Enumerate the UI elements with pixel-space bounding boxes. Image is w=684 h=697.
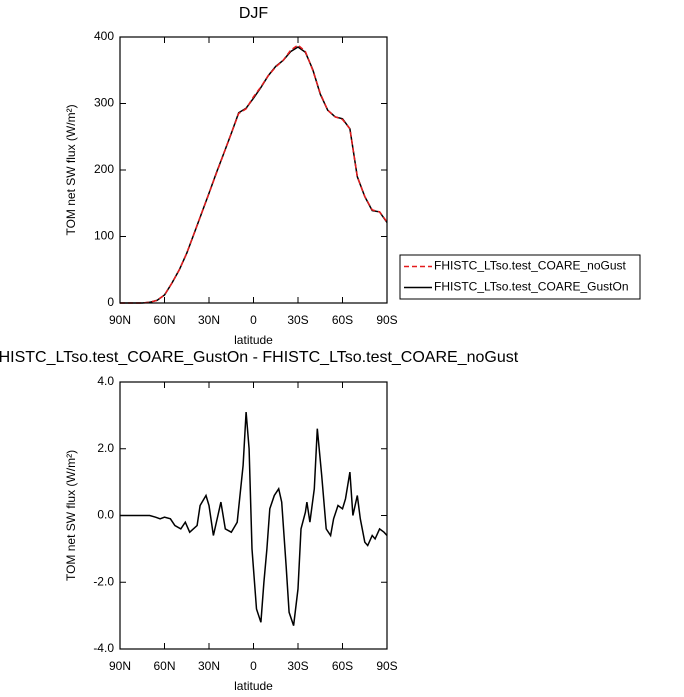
x-tick-label: 30N [198, 313, 220, 327]
x-tick-label: 60S [332, 313, 353, 327]
legend-box [399, 254, 641, 300]
x-tick-label: 90S [376, 659, 397, 673]
chart-title: FHISTC_LTso.test_COARE_GustOn - FHISTC_L… [0, 349, 519, 366]
data-line [120, 44, 388, 304]
panel: DJF latitude TOM net SW flux (W/m²) 90N 60N 3… [64, 5, 641, 347]
y-tick-label: 2.0 [97, 441, 114, 455]
plot-frame [119, 381, 388, 650]
x-axis-label: latitude [234, 679, 273, 693]
y-tick-label: 400 [94, 29, 114, 43]
legend: FHISTC_LTso.test_COARE_noGust FHISTC_LTso… [399, 254, 641, 300]
x-tick-label: 90S [376, 313, 397, 327]
x-tick-label: 30S [287, 313, 308, 327]
x-tick-label: 60N [153, 313, 175, 327]
plot-frame [119, 36, 388, 304]
y-tick-label: 100 [94, 229, 114, 243]
x-tick-label: 30N [198, 659, 220, 673]
y-axis-label: TOM net SW flux (W/m²) [64, 450, 78, 581]
legend-label: FHISTC_LTso.test_COARE_GustOn [434, 280, 629, 294]
data-line [120, 46, 388, 304]
chart-title: DJF [239, 5, 269, 22]
x-tick-label: 90N [109, 313, 131, 327]
y-tick-label: -2.0 [93, 574, 114, 588]
x-tick-label: 0 [250, 313, 257, 327]
x-tick-label: 60N [153, 659, 175, 673]
y-tick-label: 300 [94, 96, 114, 110]
x-axis-label: latitude [234, 333, 273, 347]
y-tick-label: 0 [107, 295, 114, 309]
y-tick-label: 4.0 [97, 374, 114, 388]
x-tick-label: 90N [109, 659, 131, 673]
y-tick-label: -4.0 [93, 641, 114, 655]
x-tick-label: 0 [250, 659, 257, 673]
legend-label: FHISTC_LTso.test_COARE_noGust [434, 259, 627, 273]
data-line [120, 411, 388, 626]
x-tick-label: 30S [287, 659, 308, 673]
y-tick-label: 200 [94, 162, 114, 176]
panel: FHISTC_LTso.test_COARE_GustOn - FHISTC_L… [0, 349, 519, 693]
x-tick-label: 60S [332, 659, 353, 673]
y-axis-label: TOM net SW flux (W/m²) [64, 104, 78, 235]
y-tick-label: 0.0 [97, 508, 114, 522]
